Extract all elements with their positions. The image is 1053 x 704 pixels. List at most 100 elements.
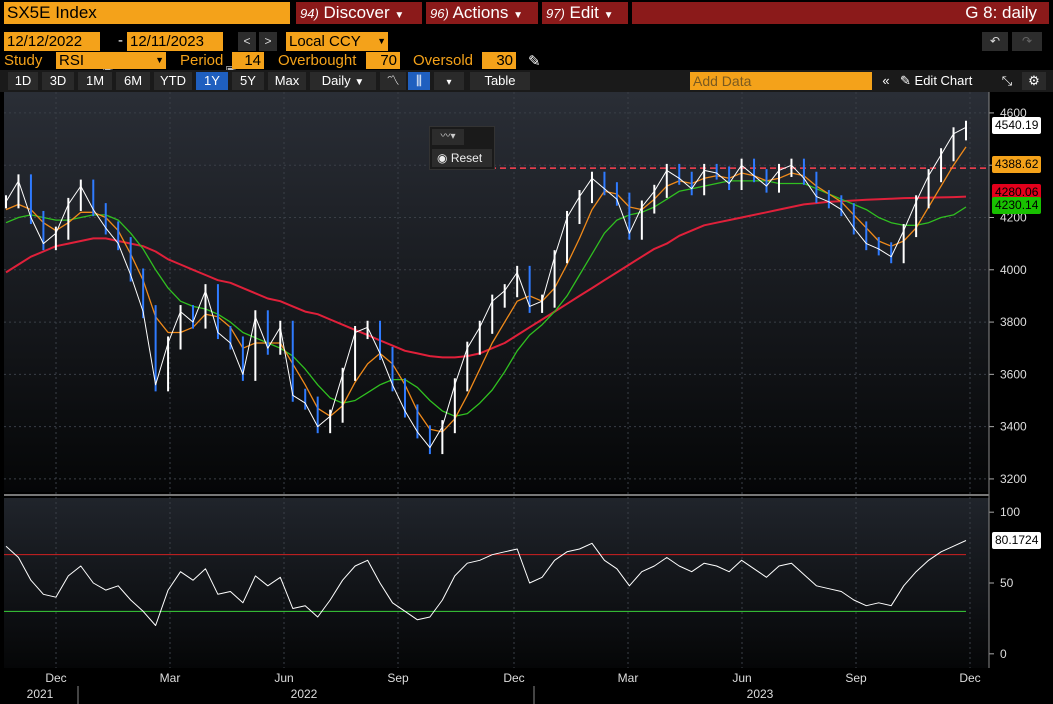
rsi-last-tag: 80.1724 xyxy=(992,532,1042,549)
end-date-field[interactable]: 12/11/2023 xyxy=(127,32,223,51)
edit-menu[interactable]: 97) Edit ▼ xyxy=(542,2,628,24)
month-tick-label: Dec xyxy=(45,671,66,685)
period-label: Period xyxy=(180,52,224,69)
range-ytd-button[interactable]: YTD xyxy=(154,72,192,90)
month-tick-label: Jun xyxy=(732,671,751,685)
ma200-tag: 4280.06 xyxy=(992,184,1042,201)
edit-chart-button[interactable]: ✎ Edit Chart xyxy=(900,72,992,90)
price-tick-label: 3400 xyxy=(1000,420,1027,434)
edit-menu-number: 97) xyxy=(546,6,565,21)
previous-arrow-icon[interactable]: < xyxy=(238,32,256,51)
rsi-line xyxy=(5,540,967,626)
chevron-down-icon: ▼ xyxy=(394,10,405,21)
edit-menu-label: Edit xyxy=(569,3,599,22)
rsi-tick-label: 50 xyxy=(1000,576,1014,590)
ticker-field[interactable]: SX5E Index xyxy=(4,2,290,24)
month-tick-label: Dec xyxy=(959,671,980,685)
chevron-down-icon: ▼ xyxy=(513,10,523,21)
oversold-label: Oversold xyxy=(413,52,474,69)
start-date-field[interactable]: 12/12/2022 xyxy=(4,32,100,51)
resize-icon[interactable]: ⤡ xyxy=(1001,73,1013,88)
year-label: 2022 xyxy=(291,687,318,701)
overbought-label: Overbought xyxy=(278,52,357,69)
discover-menu[interactable]: 94) Discover ▼ xyxy=(296,2,422,24)
chevron-down-icon: ▼ xyxy=(377,36,386,46)
ma50-line xyxy=(5,180,967,417)
month-tick-label: Jun xyxy=(274,671,293,685)
pencil-icon: ✎ xyxy=(900,73,911,88)
overbought-field[interactable]: 70 xyxy=(366,52,400,69)
reset-label: Reset xyxy=(450,151,483,165)
range-6m-button[interactable]: 6M xyxy=(116,72,150,90)
study-value: RSI xyxy=(59,52,85,69)
date-row: 12/12/2022 ▣ - 12/11/2023 ▣ < > Local CC… xyxy=(0,30,1053,77)
price-tick-label: 3200 xyxy=(1000,472,1027,486)
reset-button[interactable]: ◉ Reset xyxy=(432,149,492,167)
redo-icon[interactable]: ↷ xyxy=(1012,32,1042,51)
gear-icon[interactable]: ⚙ xyxy=(1022,72,1046,90)
series-layer xyxy=(5,120,989,626)
price-tick-label: 3600 xyxy=(1000,367,1027,381)
range-5y-button[interactable]: 5Y xyxy=(232,72,264,90)
price-tick-label: 3800 xyxy=(1000,315,1027,329)
month-tick-label: Dec xyxy=(503,671,524,685)
actions-menu-label: Actions xyxy=(452,3,509,22)
discover-menu-label: Discover xyxy=(323,3,390,22)
range-1y-button[interactable]: 1Y xyxy=(196,72,228,90)
price-line xyxy=(5,126,967,449)
frequency-value: Daily xyxy=(321,73,351,88)
chart-mode-dropdown[interactable]: 〰▾ xyxy=(432,129,464,145)
ma20-line xyxy=(5,146,967,433)
toolbar: 1D 3D 1M 6M YTD 1Y 5Y Max Daily ▼ 〽 ⫼ ▾ … xyxy=(0,70,1053,92)
candlestick-icon[interactable]: ⫼ xyxy=(408,72,430,90)
currency-select[interactable]: Local CCY ▼ xyxy=(286,32,388,51)
range-1d-button[interactable]: 1D xyxy=(8,72,38,90)
oversold-field[interactable]: 30 xyxy=(482,52,516,69)
price-last-tag: 4540.19 xyxy=(992,117,1042,134)
study-label: Study xyxy=(4,52,43,69)
chevron-down-icon: ▼ xyxy=(354,77,365,88)
chart-type-dropdown[interactable]: ▾ xyxy=(434,72,464,90)
ma50-tag: 4230.14 xyxy=(992,197,1042,214)
rsi-tick-label: 100 xyxy=(1000,505,1020,519)
zoom-widget: 〰▾ ◉ Reset xyxy=(429,126,495,170)
rsi-panel-background xyxy=(4,498,989,668)
price-panel-background xyxy=(4,92,989,492)
frequency-select[interactable]: Daily ▼ xyxy=(310,72,376,90)
pencil-icon[interactable]: ✎ xyxy=(528,53,541,70)
chart-canvas[interactable]: Dec Mar Jun Sep Dec Mar Jun Sep Dec 2021 2022 2023 3… xyxy=(0,92,1053,704)
table-button[interactable]: Table xyxy=(470,72,530,90)
price-tick-label: 4600 xyxy=(1000,106,1027,120)
month-tick-label: Sep xyxy=(845,671,867,685)
next-arrow-icon[interactable]: > xyxy=(259,32,277,51)
ma200-line xyxy=(5,195,967,359)
year-label: 2023 xyxy=(747,687,774,701)
month-tick-label: Mar xyxy=(160,671,181,685)
range-3d-button[interactable]: 3D xyxy=(42,72,74,90)
range-1m-button[interactable]: 1M xyxy=(78,72,112,90)
price-tick-label: 4000 xyxy=(1000,263,1027,277)
period-field[interactable]: 14 xyxy=(232,52,264,69)
range-max-button[interactable]: Max xyxy=(268,72,306,90)
grid xyxy=(4,92,989,668)
month-tick-label: Sep xyxy=(387,671,409,685)
top-bar: SX5E Index 94) Discover ▼ 96) Actions ▼ … xyxy=(0,0,1053,26)
year-label: 2021 xyxy=(27,687,54,701)
rsi-tick-label: 0 xyxy=(1000,647,1007,661)
chart-label: G 8: daily xyxy=(632,2,1049,24)
line-4388-tag: 4388.62 xyxy=(992,156,1042,173)
discover-menu-number: 94) xyxy=(300,6,319,21)
edit-chart-label: Edit Chart xyxy=(914,73,973,88)
chevron-down-icon: ▼ xyxy=(155,55,164,65)
collapse-icon[interactable]: « xyxy=(882,73,890,88)
study-select[interactable]: RSI ▼ xyxy=(56,52,166,69)
month-tick-label: Mar xyxy=(618,671,639,685)
date-separator: - xyxy=(118,32,123,49)
actions-menu-number: 96) xyxy=(430,6,449,21)
undo-icon[interactable]: ↶ xyxy=(982,32,1008,51)
actions-menu[interactable]: 96) Actions ▼ xyxy=(426,2,538,24)
add-data-input[interactable]: Add Data xyxy=(690,72,872,90)
chevron-down-icon: ▼ xyxy=(603,10,614,21)
line-chart-icon[interactable]: 〽 xyxy=(380,72,406,90)
study-row: Study RSI ▼ Period 14 Overbought 70 Over… xyxy=(0,52,1053,70)
